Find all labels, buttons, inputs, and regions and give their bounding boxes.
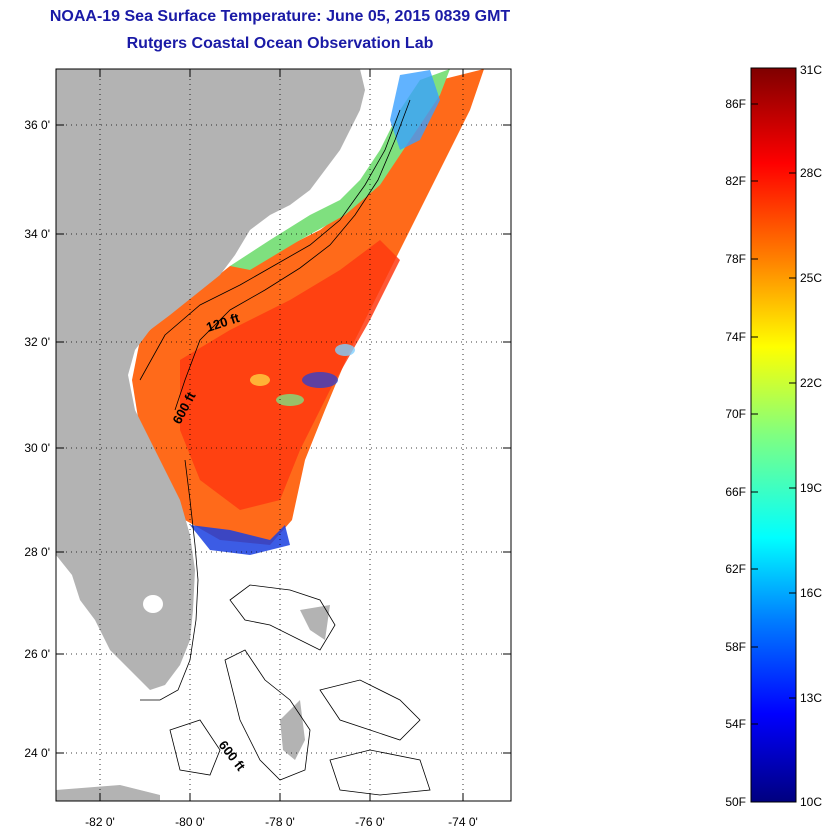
map-subtitle: Rutgers Coastal Ocean Observation Lab xyxy=(126,35,434,52)
colorbar-c-16: 16C xyxy=(800,586,822,600)
map-title: NOAA-19 Sea Surface Temperature: June 05… xyxy=(49,8,511,25)
colorbar-c-19: 19C xyxy=(800,481,822,495)
land-us-coast xyxy=(56,69,365,690)
colorbar-f-66: 66F xyxy=(725,485,746,499)
colorbar-f-70: 70F xyxy=(725,407,746,421)
colorbar-f-82: 82F xyxy=(725,174,746,188)
gulf-stream-warm-core xyxy=(180,240,400,510)
colorbar-c-31: 31C xyxy=(800,63,822,77)
colorbar-c-13: 13C xyxy=(800,691,822,705)
lon-label-78: -78 0' xyxy=(265,815,295,829)
frame-ticks xyxy=(56,69,511,801)
lat-label-30: 30 0' xyxy=(24,441,50,455)
colorbar-f-86: 86F xyxy=(725,97,746,111)
colorbar-f-62: 62F xyxy=(725,562,746,576)
lat-label-36: 36 0' xyxy=(24,118,50,132)
colorbar-c-22: 22C xyxy=(800,376,822,390)
land-bahamas xyxy=(280,700,305,760)
lat-label-26: 26 0' xyxy=(24,647,50,661)
colorbar-f-ticks xyxy=(751,103,796,725)
bathymetry-contours xyxy=(139,99,431,796)
graticule xyxy=(56,69,511,801)
colorbar-f-74: 74F xyxy=(725,330,746,344)
colorbar-c-25: 25C xyxy=(800,271,822,285)
map-frame xyxy=(55,68,512,802)
colorbar-f-58: 58F xyxy=(725,640,746,654)
map-area xyxy=(56,69,511,801)
lat-label-24: 24 0' xyxy=(24,746,50,760)
lon-label-76: -76 0' xyxy=(355,815,385,829)
land-bahamas-north xyxy=(300,605,330,640)
colorbar-c-28: 28C xyxy=(800,166,822,180)
lon-label-80: -80 0' xyxy=(175,815,205,829)
colorbar-c-10: 10C xyxy=(800,795,822,809)
cool-patch-north xyxy=(390,70,440,150)
colorbar-f-78: 78F xyxy=(725,252,746,266)
lon-label-74: -74 0' xyxy=(448,815,478,829)
land-cuba xyxy=(56,785,160,801)
colorbar-f-50: 50F xyxy=(725,795,746,809)
lat-label-34: 34 0' xyxy=(24,227,50,241)
temperature-colorbar xyxy=(750,67,797,803)
colorbar-f-54: 54F xyxy=(725,717,746,731)
lon-label-82: -82 0' xyxy=(85,815,115,829)
cold-patch-south xyxy=(190,525,290,555)
lake-okeechobee xyxy=(143,595,163,613)
lat-label-28: 28 0' xyxy=(24,545,50,559)
lat-label-32: 32 0' xyxy=(24,335,50,349)
